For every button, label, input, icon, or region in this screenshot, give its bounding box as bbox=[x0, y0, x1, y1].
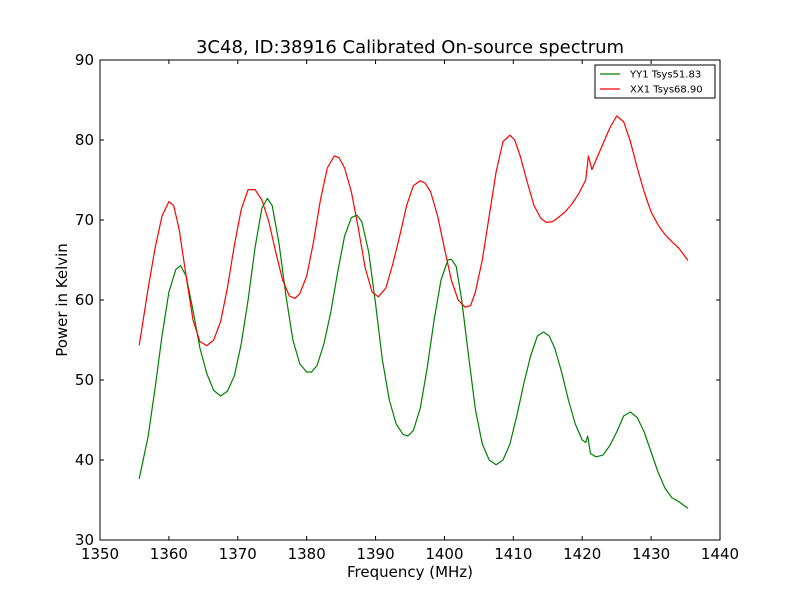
chart-title: 3C48, ID:38916 Calibrated On-source spec… bbox=[196, 37, 624, 58]
x-tick-label: 1440 bbox=[701, 545, 739, 563]
x-tick-label: 1360 bbox=[150, 545, 188, 563]
x-axis: 1350 1360 1370 1380 1390 1400 1410 1420 1430 1440 bbox=[81, 60, 739, 563]
y-tick-label: 70 bbox=[75, 211, 94, 229]
x-tick-label: 1410 bbox=[494, 545, 532, 563]
x-axis-label: Frequency (MHz) bbox=[347, 563, 473, 581]
series-line-yy1 bbox=[138, 197, 689, 509]
series-layer bbox=[138, 115, 689, 509]
legend-box bbox=[594, 64, 716, 99]
series-line-xx1 bbox=[138, 115, 689, 347]
x-tick-label: 1380 bbox=[288, 545, 326, 563]
legend: YY1 Tsys51.83 XX1 Tsys68.90 bbox=[594, 64, 716, 99]
x-tick-label: 1430 bbox=[632, 545, 670, 563]
y-tick-label: 60 bbox=[75, 291, 94, 309]
x-tick-label: 1370 bbox=[219, 545, 257, 563]
x-tick-label: 1390 bbox=[356, 545, 394, 563]
plot-area bbox=[100, 60, 720, 540]
y-tick-label: 90 bbox=[75, 51, 94, 69]
legend-label-xx1: XX1 Tsys68.90 bbox=[630, 85, 703, 96]
y-axis-label: Power in Kelvin bbox=[53, 243, 71, 357]
x-tick-label: 1350 bbox=[81, 545, 119, 563]
y-tick-label: 30 bbox=[75, 531, 94, 549]
legend-label-yy1: YY1 Tsys51.83 bbox=[629, 70, 701, 81]
y-tick-label: 80 bbox=[75, 131, 94, 149]
y-tick-label: 50 bbox=[75, 371, 94, 389]
x-tick-label: 1420 bbox=[563, 545, 601, 563]
y-axis: 30 40 50 60 70 80 90 bbox=[75, 51, 720, 549]
x-tick-label: 1400 bbox=[425, 545, 463, 563]
y-tick-label: 40 bbox=[75, 451, 94, 469]
